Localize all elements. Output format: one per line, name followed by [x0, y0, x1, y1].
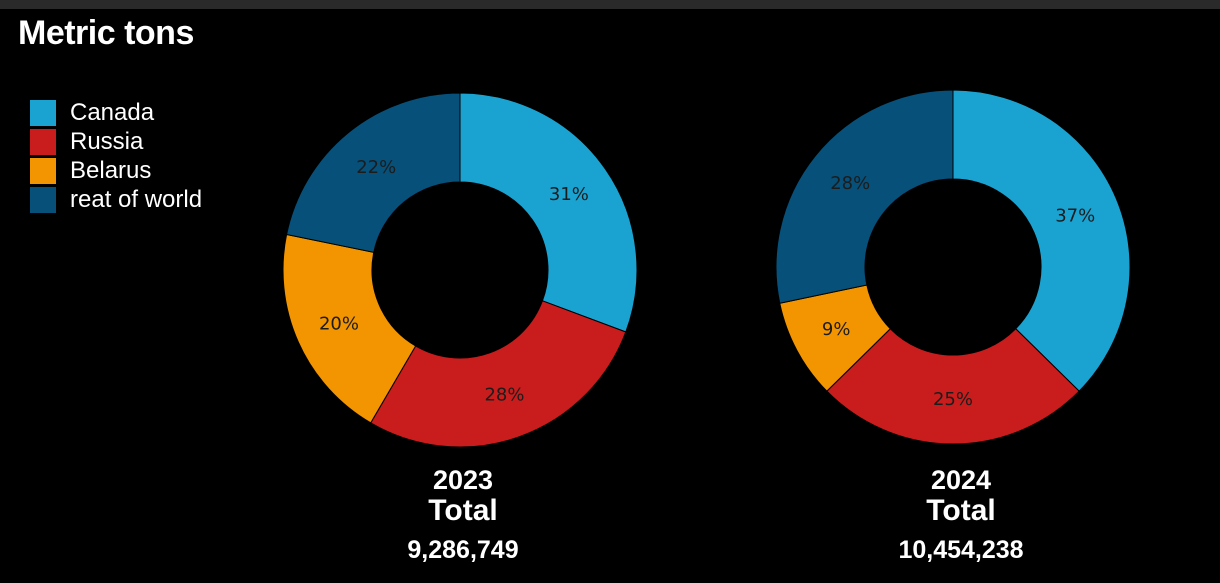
- chart-title: Metric tons: [18, 14, 194, 52]
- total-value: 10,454,238: [898, 536, 1024, 564]
- legend-item-belarus: Belarus: [30, 156, 202, 185]
- year-label: 2023: [432, 465, 494, 495]
- slice-data-label: 20%: [319, 314, 359, 335]
- legend: Canada Russia Belarus reat of world: [30, 98, 202, 214]
- total-label: Total: [926, 494, 996, 527]
- slice-data-label: 25%: [933, 389, 973, 410]
- legend-swatch: [30, 157, 56, 184]
- donut-hole: [865, 179, 1041, 355]
- slice-data-label: 37%: [1055, 205, 1095, 226]
- donut-chart-2023: 31% 28% 20% 22%: [282, 92, 638, 448]
- legend-label: Canada: [70, 98, 155, 126]
- legend-item-rest-of-world: reat of world: [30, 185, 202, 214]
- legend-item-russia: Russia: [30, 127, 202, 156]
- year-label: 2024: [930, 465, 992, 495]
- donut-hole: [372, 182, 548, 358]
- legend-label: Belarus: [70, 156, 152, 184]
- legend-item-canada: Canada: [30, 98, 202, 127]
- legend-label: reat of world: [70, 185, 203, 213]
- legend-swatch: [30, 186, 56, 213]
- slice-data-label: 9%: [822, 319, 851, 340]
- donut-chart-2024: 37% 25% 9% 28%: [775, 89, 1131, 445]
- total-label: Total: [428, 494, 498, 527]
- legend-swatch: [30, 128, 56, 155]
- slice-data-label: 28%: [484, 384, 524, 405]
- slice-data-label: 22%: [356, 157, 396, 178]
- legend-swatch: [30, 99, 56, 126]
- top-strip: [0, 0, 1220, 9]
- slice-data-label: 31%: [549, 184, 589, 205]
- slice-data-label: 28%: [830, 173, 870, 194]
- chart-2024-caption: 2024 Total 10,454,238: [841, 465, 1081, 565]
- total-value: 9,286,749: [407, 536, 519, 564]
- slice-russia: [370, 300, 627, 448]
- legend-label: Russia: [70, 127, 144, 155]
- chart-2023-caption: 2023 Total 9,286,749: [343, 465, 583, 565]
